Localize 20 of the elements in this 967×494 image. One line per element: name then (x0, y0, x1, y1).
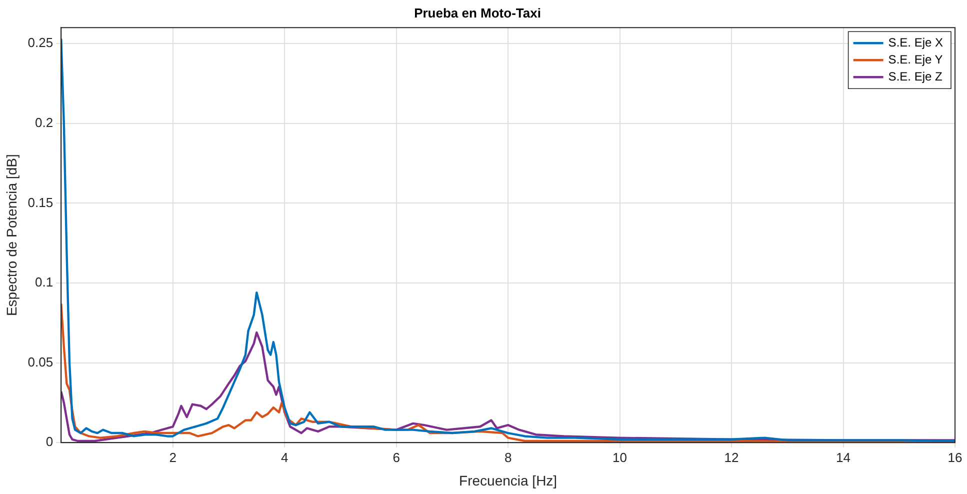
y-tick-label: 0.15 (28, 194, 54, 210)
legend-label: S.E. Eje Z (888, 69, 942, 84)
y-axis-title: Espectro de Potencia [dB] (3, 154, 20, 316)
y-tick-label: 0.25 (28, 35, 54, 50)
y-tick-label: 0.1 (35, 274, 54, 290)
x-tick-label: 10 (612, 450, 628, 465)
y-tick-label: 0.2 (35, 114, 54, 130)
chart-title: Prueba en Moto-Taxi (414, 5, 541, 20)
x-tick-label: 4 (280, 450, 288, 465)
x-tick-label: 16 (948, 450, 962, 465)
x-tick-label: 6 (392, 450, 400, 465)
legend-label: S.E. Eje Y (888, 52, 943, 66)
x-tick-label: 12 (724, 450, 739, 465)
x-axis-title: Frecuencia [Hz] (459, 472, 558, 488)
x-tick-label: 14 (836, 450, 850, 465)
y-tick-label: 0.05 (28, 354, 54, 370)
y-tick-label: 0 (46, 434, 54, 450)
legend-label: S.E. Eje X (888, 35, 944, 50)
x-tick-label: 8 (504, 450, 512, 465)
x-tick-label: 2 (169, 450, 176, 465)
